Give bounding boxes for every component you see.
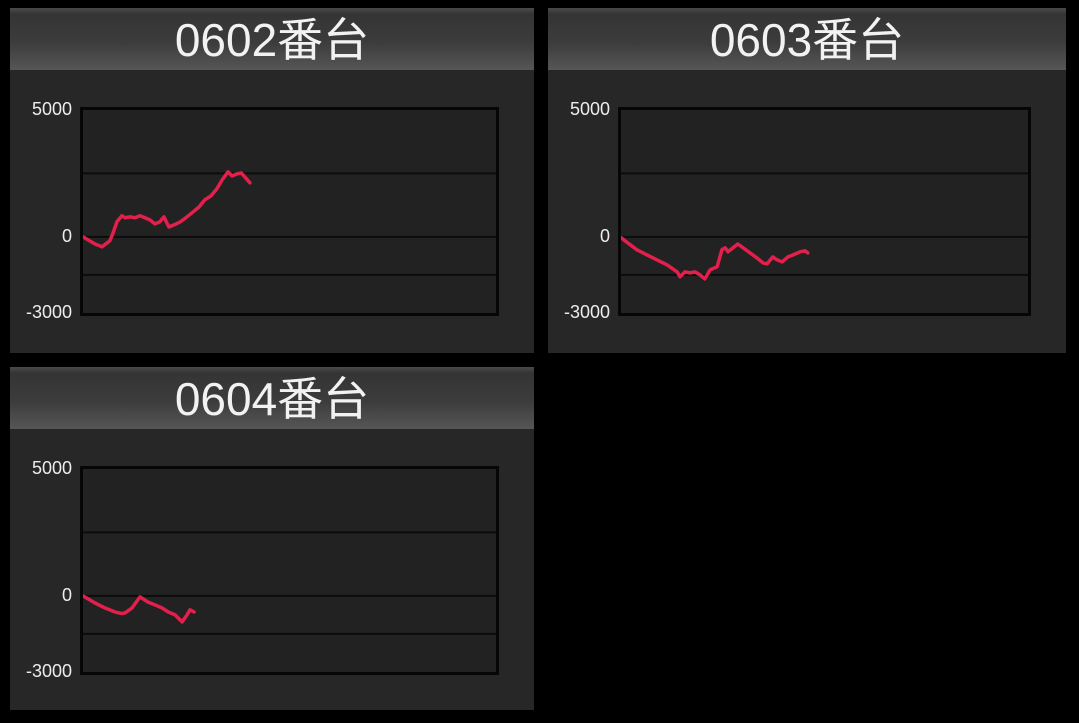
slump-graph-0603 [618,107,1031,316]
slump-graph-0602 [80,107,499,316]
panel-title-bar: 0603番台 [548,8,1066,70]
panel-title-bar: 0602番台 [10,8,534,70]
machine-panel-0603[interactable]: 0603番台 5000 0 -3000 [548,8,1066,353]
y-axis-label-neg3000: -3000 [25,661,72,681]
y-axis-label-0: 0 [599,226,610,246]
y-axis-label-5000: 5000 [569,99,610,119]
y-axis-label-0: 0 [61,226,72,246]
panel-title: 0602番台 [174,14,370,66]
machine-panel-0604[interactable]: 0604番台 5000 0 -3000 [10,367,534,710]
y-axis-label-0: 0 [61,585,72,605]
y-axis-label-5000: 5000 [31,99,72,119]
panel-title: 0603番台 [709,14,905,66]
slump-graph-0604 [80,466,499,675]
y-axis-label-neg3000: -3000 [25,302,72,322]
panel-title-bar: 0604番台 [10,367,534,429]
y-axis-label-neg3000: -3000 [563,302,610,322]
y-axis-label-5000: 5000 [31,458,72,478]
machine-panel-0602[interactable]: 0602番台 5000 0 -3000 [10,8,534,353]
panel-title: 0604番台 [174,373,370,425]
